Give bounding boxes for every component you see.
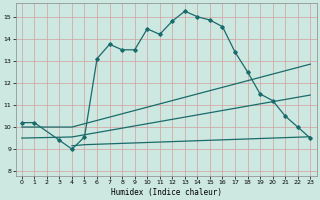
X-axis label: Humidex (Indice chaleur): Humidex (Indice chaleur) [110, 188, 221, 197]
